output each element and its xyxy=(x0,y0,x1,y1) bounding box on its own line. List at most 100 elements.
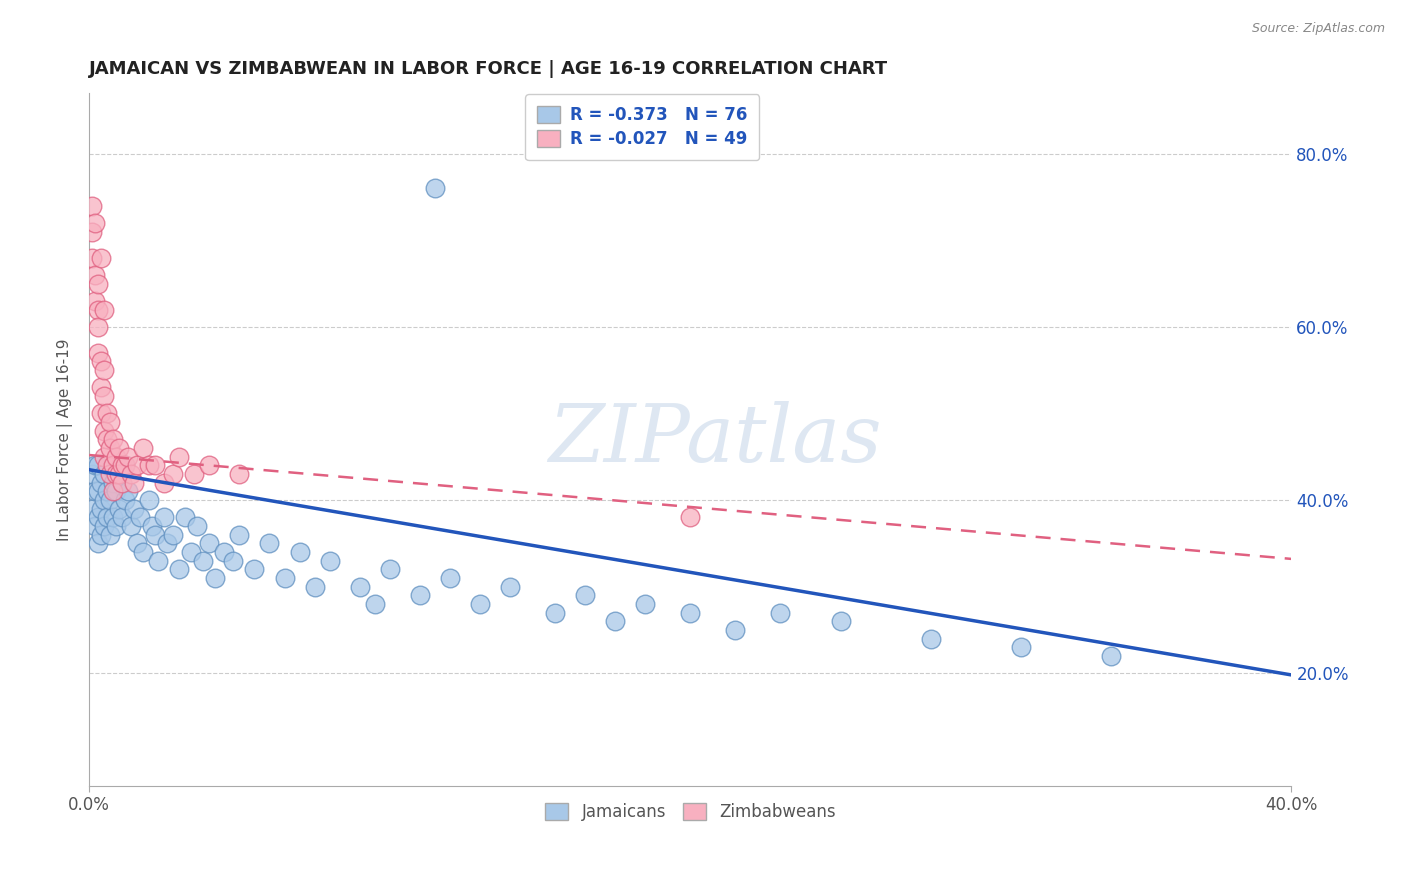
Point xyxy=(679,606,702,620)
Point xyxy=(138,458,160,473)
Point xyxy=(349,580,371,594)
Point xyxy=(920,632,942,646)
Point xyxy=(90,354,112,368)
Point xyxy=(87,510,110,524)
Point xyxy=(93,450,115,464)
Point xyxy=(84,484,107,499)
Point xyxy=(82,199,104,213)
Point xyxy=(82,501,104,516)
Point xyxy=(318,554,340,568)
Point xyxy=(105,467,128,481)
Point xyxy=(204,571,226,585)
Point xyxy=(180,545,202,559)
Point xyxy=(132,545,155,559)
Point xyxy=(138,493,160,508)
Point xyxy=(132,441,155,455)
Point xyxy=(84,519,107,533)
Point xyxy=(153,510,176,524)
Point xyxy=(111,458,134,473)
Point xyxy=(87,458,110,473)
Point xyxy=(127,458,149,473)
Point xyxy=(122,475,145,490)
Point xyxy=(96,510,118,524)
Point xyxy=(98,415,121,429)
Point xyxy=(98,467,121,481)
Point xyxy=(143,458,166,473)
Point xyxy=(103,475,125,490)
Point xyxy=(222,554,245,568)
Point xyxy=(90,406,112,420)
Point xyxy=(105,484,128,499)
Point xyxy=(103,510,125,524)
Point xyxy=(82,251,104,265)
Point xyxy=(183,467,205,481)
Point xyxy=(143,527,166,541)
Point xyxy=(90,527,112,541)
Point xyxy=(634,597,657,611)
Point xyxy=(90,380,112,394)
Point xyxy=(111,510,134,524)
Point xyxy=(93,389,115,403)
Point xyxy=(93,363,115,377)
Point xyxy=(228,467,250,481)
Point xyxy=(90,475,112,490)
Point xyxy=(103,458,125,473)
Point xyxy=(84,293,107,308)
Point xyxy=(769,606,792,620)
Point xyxy=(304,580,326,594)
Point xyxy=(198,536,221,550)
Point xyxy=(1099,648,1122,663)
Point xyxy=(378,562,401,576)
Point xyxy=(87,536,110,550)
Point xyxy=(87,346,110,360)
Point xyxy=(273,571,295,585)
Point xyxy=(114,493,136,508)
Point xyxy=(93,467,115,481)
Point xyxy=(96,484,118,499)
Point xyxy=(468,597,491,611)
Point xyxy=(574,588,596,602)
Point xyxy=(114,458,136,473)
Point xyxy=(364,597,387,611)
Point xyxy=(162,527,184,541)
Point xyxy=(82,467,104,481)
Point xyxy=(423,181,446,195)
Point xyxy=(111,475,134,490)
Point xyxy=(1010,640,1032,655)
Point xyxy=(174,510,197,524)
Point xyxy=(193,554,215,568)
Point xyxy=(830,614,852,628)
Point xyxy=(90,501,112,516)
Point xyxy=(108,441,131,455)
Point xyxy=(108,467,131,481)
Point xyxy=(98,493,121,508)
Point xyxy=(96,458,118,473)
Text: Source: ZipAtlas.com: Source: ZipAtlas.com xyxy=(1251,22,1385,36)
Point xyxy=(243,562,266,576)
Point xyxy=(127,536,149,550)
Point xyxy=(156,536,179,550)
Point xyxy=(162,467,184,481)
Point xyxy=(120,519,142,533)
Text: JAMAICAN VS ZIMBABWEAN IN LABOR FORCE | AGE 16-19 CORRELATION CHART: JAMAICAN VS ZIMBABWEAN IN LABOR FORCE | … xyxy=(89,60,889,78)
Point xyxy=(84,458,107,473)
Point xyxy=(169,562,191,576)
Point xyxy=(93,519,115,533)
Point xyxy=(153,475,176,490)
Point xyxy=(93,424,115,438)
Point xyxy=(108,501,131,516)
Point xyxy=(499,580,522,594)
Point xyxy=(724,623,747,637)
Point xyxy=(111,475,134,490)
Point xyxy=(120,467,142,481)
Point xyxy=(105,450,128,464)
Point xyxy=(87,277,110,291)
Point xyxy=(148,554,170,568)
Point xyxy=(439,571,461,585)
Point xyxy=(105,519,128,533)
Point xyxy=(679,510,702,524)
Legend: Jamaicans, Zimbabweans: Jamaicans, Zimbabweans xyxy=(533,791,848,833)
Point xyxy=(98,527,121,541)
Point xyxy=(103,433,125,447)
Point xyxy=(117,484,139,499)
